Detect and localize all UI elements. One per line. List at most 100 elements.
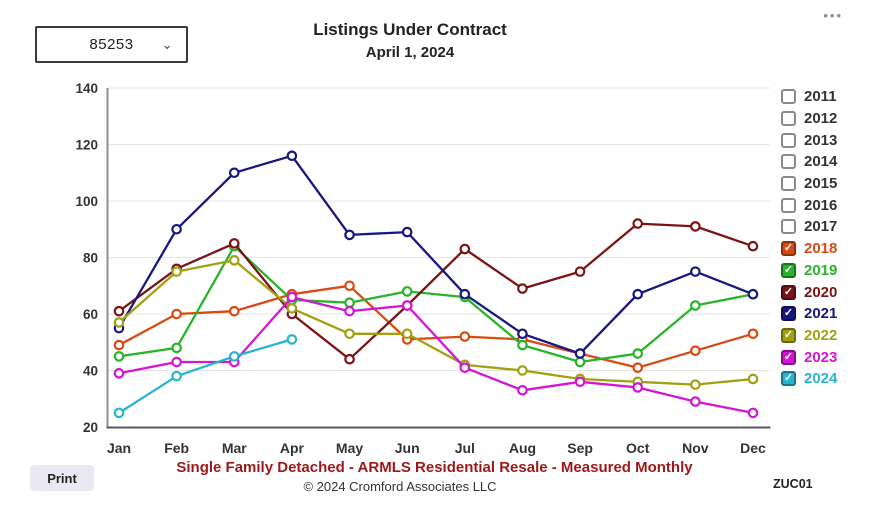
zip-code-dropdown[interactable]: 85253 ⌄ — [35, 26, 188, 63]
data-point-2018-Oct — [632, 362, 644, 373]
more-options-icon[interactable]: ••• — [823, 8, 843, 23]
data-point-2019-Oct — [632, 348, 644, 359]
data-point-2023-Jan — [113, 368, 125, 379]
x-axis-month-label: Aug — [509, 440, 536, 456]
legend-item-2020[interactable]: ✓ 2020 — [781, 281, 837, 303]
checkmark-icon: ✓ — [783, 350, 794, 363]
y-axis-tick-label: 80 — [83, 251, 98, 266]
data-point-2021-Nov — [690, 266, 701, 277]
report-code: ZUC01 — [773, 477, 813, 491]
unchecked-checkbox-icon[interactable] — [781, 154, 796, 170]
checkmark-icon: ✓ — [783, 372, 794, 385]
unchecked-checkbox-icon[interactable] — [781, 111, 796, 127]
data-point-2018-Jan — [113, 339, 125, 351]
checked-checkbox-icon[interactable]: ✓ — [781, 241, 796, 257]
data-point-2021-Feb — [171, 223, 182, 235]
data-point-2023-Feb — [171, 356, 182, 368]
legend-item-2021[interactable]: ✓ 2021 — [781, 303, 837, 325]
data-point-2021-May — [344, 229, 355, 241]
data-point-2024-Feb — [171, 370, 182, 382]
legend-item-2017[interactable]: 2017 — [781, 216, 837, 238]
legend-item-2014[interactable]: 2014 — [781, 151, 837, 173]
data-point-2018-Mar — [228, 305, 240, 317]
checked-checkbox-icon[interactable]: ✓ — [781, 284, 796, 300]
data-point-2024-Mar — [228, 351, 240, 362]
data-point-2021-Apr — [286, 150, 298, 162]
unchecked-checkbox-icon[interactable] — [781, 132, 796, 148]
legend-year-label: 2017 — [804, 218, 838, 236]
data-point-2022-Jun — [401, 328, 413, 340]
chart-footer-tagline: Single Family Detached - ARMLS Residenti… — [176, 459, 693, 476]
data-point-2023-Oct — [632, 382, 644, 393]
unchecked-checkbox-icon[interactable] — [781, 89, 796, 105]
x-axis-month-label: Feb — [164, 440, 189, 456]
y-axis-tick-label: 120 — [75, 138, 98, 153]
legend-item-2011[interactable]: 2011 — [781, 86, 837, 108]
data-point-2018-Jul — [459, 331, 471, 342]
legend-year-label: 2020 — [804, 283, 838, 301]
checked-checkbox-icon[interactable]: ✓ — [781, 262, 796, 278]
legend-item-2016[interactable]: 2016 — [781, 194, 837, 216]
series-line-2020 — [117, 222, 755, 361]
x-axis-month-label: Jul — [455, 440, 475, 456]
legend-year-label: 2015 — [804, 175, 838, 193]
series-line-2021 — [117, 154, 755, 355]
series-line-2024 — [117, 338, 294, 415]
data-point-2024-Apr — [286, 334, 298, 345]
unchecked-checkbox-icon[interactable] — [781, 176, 796, 192]
unchecked-checkbox-icon[interactable] — [781, 197, 796, 213]
legend-year-label: 2019 — [804, 261, 838, 279]
y-axis-tick-label: 40 — [83, 364, 98, 379]
legend-year-label: 2013 — [804, 131, 838, 149]
data-point-2022-Mar — [228, 255, 240, 266]
legend-item-2012[interactable]: 2012 — [781, 108, 837, 130]
legend-item-2024[interactable]: ✓ 2024 — [781, 368, 837, 390]
checkmark-icon: ✓ — [783, 285, 794, 298]
y-axis-tick-label: 20 — [83, 420, 98, 435]
y-axis-tick-label: 100 — [75, 194, 98, 209]
x-axis-month-label: Mar — [222, 440, 247, 456]
checkmark-icon: ✓ — [783, 263, 794, 276]
x-axis-month-label: Jan — [107, 440, 131, 456]
legend-year-label: 2012 — [804, 110, 838, 128]
checked-checkbox-icon[interactable]: ✓ — [781, 349, 796, 365]
data-point-2018-Dec — [747, 328, 759, 340]
series-line-2023 — [117, 295, 755, 415]
x-axis-month-label: Oct — [626, 440, 650, 456]
x-axis-month-label: Apr — [280, 440, 305, 456]
data-point-2018-Nov — [690, 345, 701, 357]
data-point-2022-May — [344, 328, 355, 340]
data-point-2022-Jan — [113, 317, 125, 328]
unchecked-checkbox-icon[interactable] — [781, 219, 796, 235]
legend-year-label: 2021 — [804, 305, 838, 323]
data-point-2018-May — [344, 280, 355, 292]
data-point-2023-Jul — [459, 362, 471, 373]
print-button[interactable]: Print — [30, 465, 94, 491]
legend-item-2019[interactable]: ✓ 2019 — [781, 260, 837, 282]
data-point-2023-Jun — [401, 300, 413, 311]
data-point-2022-Aug — [517, 365, 528, 376]
series-line-2018 — [117, 284, 755, 369]
x-axis-month-label: Sep — [567, 440, 593, 456]
data-point-2022-Apr — [286, 303, 298, 314]
legend-item-2022[interactable]: ✓ 2022 — [781, 325, 837, 347]
legend-item-2023[interactable]: ✓ 2023 — [781, 346, 837, 368]
legend-item-2013[interactable]: 2013 — [781, 129, 837, 151]
checkmark-icon: ✓ — [783, 242, 794, 255]
checked-checkbox-icon[interactable]: ✓ — [781, 371, 796, 387]
data-point-2024-Jan — [113, 407, 125, 419]
checkmark-icon: ✓ — [783, 328, 794, 341]
x-axis-month-label: Nov — [682, 440, 709, 456]
checked-checkbox-icon[interactable]: ✓ — [781, 306, 796, 322]
checked-checkbox-icon[interactable]: ✓ — [781, 327, 796, 343]
y-axis-tick-label: 140 — [75, 81, 98, 96]
legend-item-2018[interactable]: ✓ 2018 — [781, 238, 837, 260]
data-point-2020-May — [344, 353, 355, 365]
data-point-2023-Aug — [517, 384, 528, 396]
legend-year-label: 2022 — [804, 326, 838, 344]
x-axis-month-label: Jun — [395, 440, 420, 456]
legend-item-2015[interactable]: 2015 — [781, 173, 837, 195]
data-point-2021-Mar — [228, 167, 240, 179]
data-point-2018-Feb — [171, 308, 182, 320]
data-point-2019-Jun — [401, 286, 413, 297]
